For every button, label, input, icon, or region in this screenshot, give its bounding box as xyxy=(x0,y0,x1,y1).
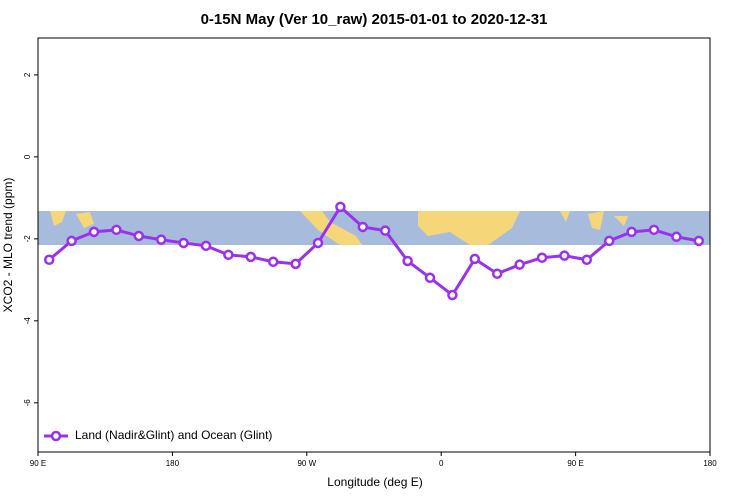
point xyxy=(111,224,122,236)
point xyxy=(335,201,346,213)
point xyxy=(514,259,525,270)
x-tick-label: 180 xyxy=(166,459,180,468)
point xyxy=(648,224,660,236)
point xyxy=(693,235,705,247)
point xyxy=(357,221,369,233)
point xyxy=(603,235,615,247)
point xyxy=(290,258,301,270)
legend-label: Land (Nadir&Glint) and Ocean (Glint) xyxy=(75,428,272,442)
point xyxy=(200,240,212,252)
x-tick-label: 180 xyxy=(703,459,717,468)
point xyxy=(66,235,77,247)
land-shape xyxy=(50,211,628,245)
point xyxy=(178,237,189,249)
x-tick-label: 90 E xyxy=(30,459,46,468)
y-tick-label: 0 xyxy=(23,154,32,159)
point xyxy=(469,253,481,265)
point xyxy=(447,289,458,301)
point xyxy=(88,226,100,238)
point xyxy=(223,249,234,261)
point xyxy=(379,225,391,236)
point xyxy=(43,254,55,266)
point xyxy=(491,268,503,279)
point xyxy=(155,234,167,245)
point xyxy=(312,237,324,249)
point xyxy=(402,255,413,267)
y-tick-label: 2 xyxy=(23,72,32,77)
y-tick-label: -6 xyxy=(23,399,32,407)
point xyxy=(581,254,593,266)
x-tick-label: 90 E xyxy=(567,459,583,468)
y-axis-label: XCO2 - MLO trend (ppm) xyxy=(1,178,15,313)
x-tick-label: 90 W xyxy=(297,459,316,468)
point xyxy=(671,231,682,243)
point xyxy=(536,252,548,263)
x-tick-label: 0 xyxy=(439,459,444,468)
point xyxy=(133,230,145,242)
legend-marker xyxy=(50,430,62,442)
point xyxy=(559,250,570,261)
chart-title: 0-15N May (Ver 10_raw) 2015-01-01 to 202… xyxy=(201,11,548,28)
plot-frame xyxy=(37,37,711,453)
x-axis-label: Longitude (deg E) xyxy=(327,475,422,489)
y-tick-label: -2 xyxy=(23,235,32,243)
point xyxy=(424,272,436,284)
point xyxy=(626,226,637,238)
y-tick-label: -4 xyxy=(23,317,32,325)
point xyxy=(267,256,279,268)
point xyxy=(245,251,257,263)
